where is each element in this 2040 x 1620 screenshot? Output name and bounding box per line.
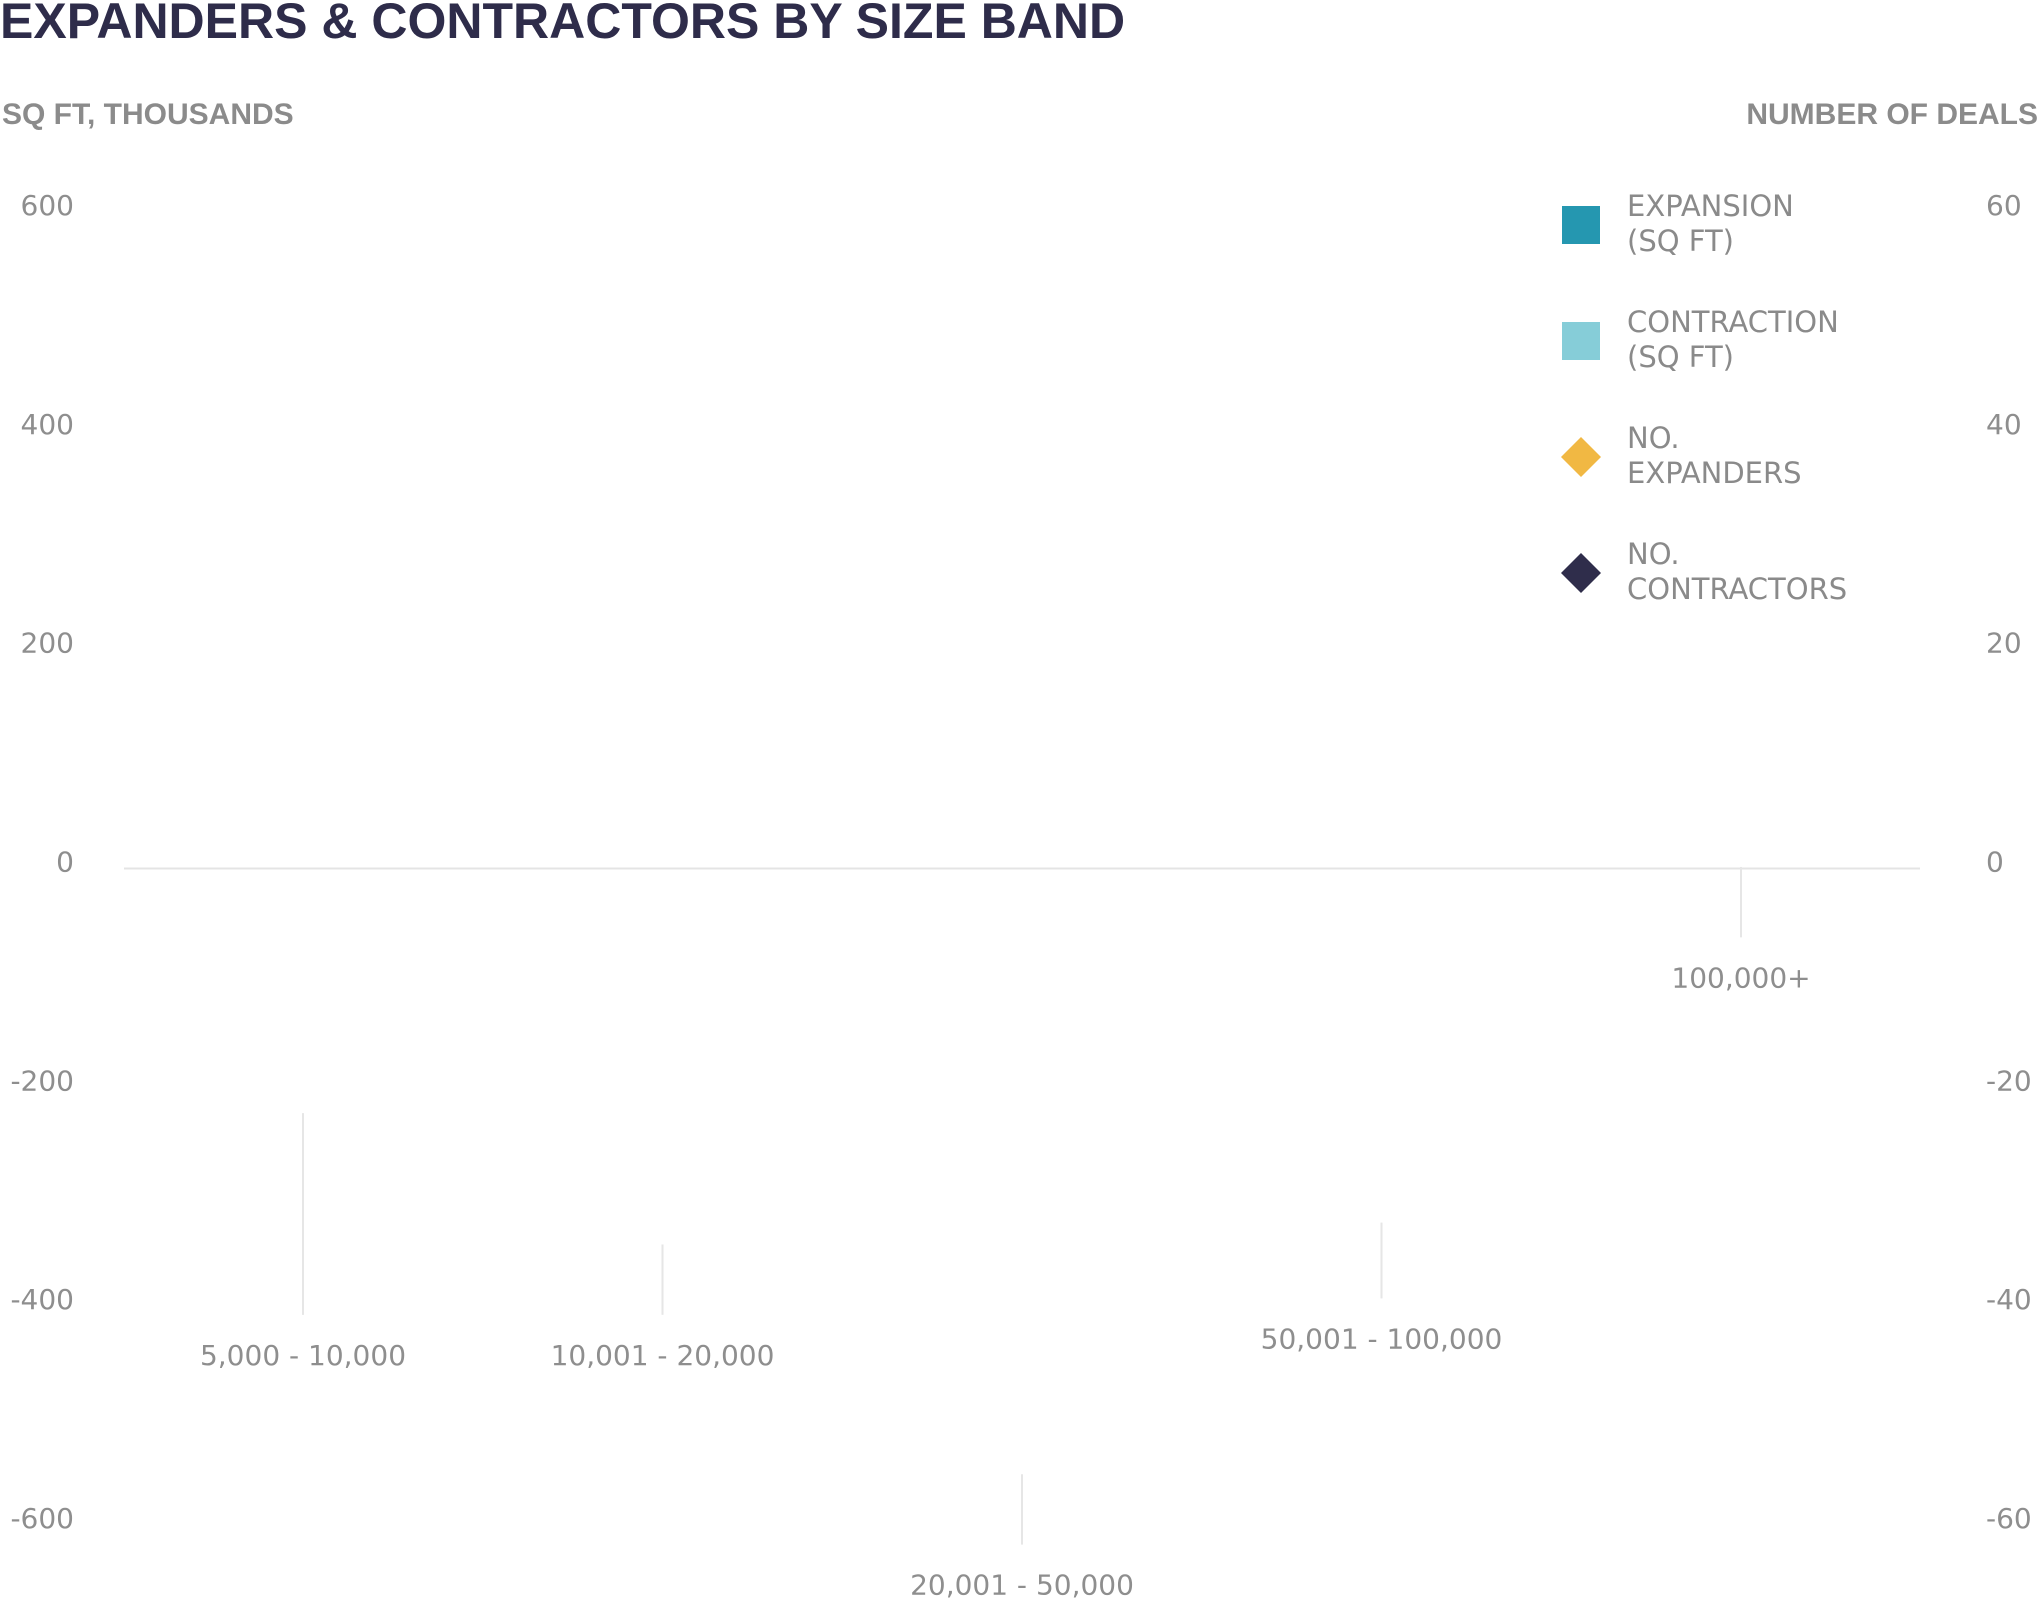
category-label: 50,001 - 100,000 bbox=[1261, 1322, 1503, 1355]
legend-label: CONTRACTORS bbox=[1627, 572, 1847, 606]
legend-label: NO. bbox=[1627, 421, 1680, 455]
right-tick-label: 0 bbox=[1986, 846, 2004, 879]
right-axis-ticks: 60 40 20 0 -20 -40 -60 bbox=[1986, 189, 2032, 1535]
right-tick-label: -60 bbox=[1986, 1502, 2032, 1535]
legend-swatch bbox=[1562, 206, 1600, 244]
category-label: 100,000+ bbox=[1671, 961, 1810, 994]
legend-label: EXPANDERS bbox=[1627, 456, 1802, 490]
legend-item: NO.CONTRACTORS bbox=[1561, 537, 1847, 606]
legend-item: EXPANSION(SQ FT) bbox=[1562, 189, 1794, 258]
left-tick-label: -600 bbox=[10, 1502, 74, 1535]
left-tick-label: -200 bbox=[10, 1064, 74, 1097]
left-tick-label: 0 bbox=[56, 846, 74, 879]
left-axis-title: SQ FT, THOUSANDS bbox=[2, 98, 294, 131]
right-tick-label: 40 bbox=[1986, 408, 2022, 441]
category-labels: 5,000 - 10,000 10,001 - 20,000 20,001 - 50… bbox=[200, 866, 1811, 1602]
category-label: 10,001 - 20,000 bbox=[551, 1339, 775, 1372]
left-tick-label: 400 bbox=[21, 408, 74, 441]
legend-label: (SQ FT) bbox=[1627, 340, 1734, 374]
left-axis-ticks: 600 400 200 0 -200 -400 -600 bbox=[10, 189, 74, 1535]
legend-item: CONTRACTION(SQ FT) bbox=[1562, 305, 1839, 374]
category-label: 20,001 - 50,000 bbox=[910, 1569, 1134, 1602]
category-label: 5,000 - 10,000 bbox=[200, 1339, 406, 1372]
legend: EXPANSION(SQ FT)CONTRACTION(SQ FT)NO.EXP… bbox=[1561, 189, 1847, 606]
legend-swatch bbox=[1561, 553, 1601, 593]
right-tick-label: 60 bbox=[1986, 189, 2022, 222]
chart-title: EXPANDERS & CONTRACTORS BY SIZE BAND bbox=[0, 0, 1125, 49]
right-tick-label: -20 bbox=[1986, 1064, 2032, 1097]
legend-swatch bbox=[1562, 322, 1600, 360]
left-tick-label: 600 bbox=[21, 189, 74, 222]
right-tick-label: 20 bbox=[1986, 627, 2022, 660]
legend-item: NO.EXPANDERS bbox=[1561, 421, 1802, 490]
legend-label: CONTRACTION bbox=[1627, 305, 1839, 339]
legend-label: (SQ FT) bbox=[1627, 224, 1734, 258]
right-tick-label: -40 bbox=[1986, 1283, 2032, 1316]
right-axis-title: NUMBER OF DEALS bbox=[1746, 98, 2038, 131]
left-tick-label: 200 bbox=[21, 627, 74, 660]
legend-swatch bbox=[1561, 437, 1601, 477]
legend-label: EXPANSION bbox=[1627, 189, 1794, 223]
left-tick-label: -400 bbox=[10, 1283, 74, 1316]
legend-label: NO. bbox=[1627, 537, 1680, 571]
